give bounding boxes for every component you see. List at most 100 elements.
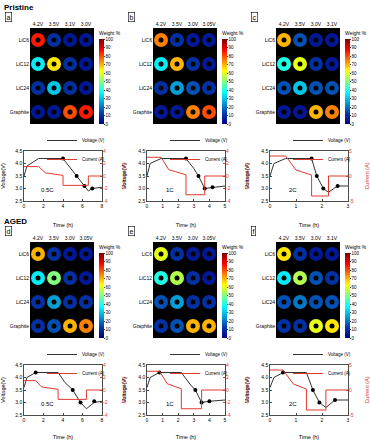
svg-text:Weight %: Weight % — [222, 30, 244, 36]
svg-text:3.0V: 3.0V — [311, 235, 322, 241]
svg-text:60: 60 — [228, 71, 234, 76]
svg-text:10: 10 — [351, 113, 357, 118]
svg-text:-5: -5 — [349, 412, 354, 418]
svg-text:LiC12: LiC12 — [139, 275, 152, 281]
svg-text:e: e — [130, 228, 134, 235]
svg-text:Time (h): Time (h) — [299, 222, 319, 228]
svg-text:0: 0 — [226, 387, 229, 393]
svg-text:3.0V: 3.0V — [311, 21, 322, 27]
svg-text:Current (A): Current (A) — [205, 157, 228, 162]
svg-text:1C: 1C — [166, 401, 174, 407]
svg-text:70: 70 — [351, 62, 357, 67]
svg-text:4.5: 4.5 — [15, 362, 22, 368]
svg-text:3.5: 3.5 — [261, 387, 268, 393]
svg-text:60: 60 — [351, 285, 357, 290]
svg-text:100: 100 — [105, 37, 113, 42]
svg-text:d: d — [7, 228, 11, 235]
svg-text:4.0: 4.0 — [261, 374, 268, 380]
svg-text:100: 100 — [228, 37, 236, 42]
svg-text:0: 0 — [349, 387, 352, 393]
svg-text:Current (A): Current (A) — [244, 162, 250, 189]
svg-text:Voltage (V): Voltage (V) — [205, 352, 228, 357]
svg-text:0: 0 — [351, 122, 354, 127]
svg-text:LiC6: LiC6 — [142, 251, 153, 257]
svg-text:LiC12: LiC12 — [262, 275, 275, 281]
svg-text:2.5: 2.5 — [138, 198, 145, 204]
svg-text:3.5V: 3.5V — [172, 21, 183, 27]
svg-text:40: 40 — [351, 302, 357, 307]
svg-text:10: 10 — [105, 113, 111, 118]
svg-text:Weight %: Weight % — [345, 244, 367, 250]
svg-text:0: 0 — [146, 203, 149, 209]
svg-text:3.0: 3.0 — [261, 399, 268, 405]
svg-text:-4: -4 — [226, 412, 231, 418]
svg-text:5: 5 — [224, 203, 227, 209]
svg-text:Voltage(V): Voltage(V) — [244, 163, 250, 189]
svg-text:-2: -2 — [103, 185, 108, 191]
svg-text:30: 30 — [351, 96, 357, 101]
svg-text:0: 0 — [269, 417, 272, 423]
svg-text:3.5V: 3.5V — [49, 21, 60, 27]
svg-text:5: 5 — [349, 148, 352, 154]
svg-text:4.0: 4.0 — [138, 160, 145, 166]
svg-text:4.0: 4.0 — [261, 160, 268, 166]
svg-text:100: 100 — [105, 251, 113, 256]
svg-text:Graphite: Graphite — [10, 323, 29, 329]
svg-text:1C: 1C — [166, 187, 174, 193]
svg-text:1: 1 — [295, 417, 298, 423]
svg-text:4.5: 4.5 — [261, 148, 268, 154]
svg-text:3.5V: 3.5V — [295, 235, 306, 241]
svg-text:2.5: 2.5 — [15, 198, 22, 204]
svg-text:80: 80 — [105, 268, 111, 273]
svg-text:50: 50 — [105, 293, 111, 298]
svg-text:80: 80 — [228, 54, 234, 59]
svg-text:0: 0 — [351, 336, 354, 341]
svg-text:90: 90 — [228, 45, 234, 50]
svg-text:3.1V: 3.1V — [65, 21, 76, 27]
svg-text:Current (A): Current (A) — [82, 157, 105, 162]
svg-text:0.5C: 0.5C — [41, 401, 54, 407]
svg-text:Pristine: Pristine — [4, 3, 34, 12]
svg-text:Current (A): Current (A) — [121, 376, 127, 403]
svg-text:Voltage(V): Voltage(V) — [121, 377, 127, 403]
svg-text:3: 3 — [192, 203, 195, 209]
svg-text:1: 1 — [161, 203, 164, 209]
svg-text:-5: -5 — [349, 198, 354, 204]
svg-text:4.2V: 4.2V — [279, 235, 290, 241]
svg-text:4: 4 — [208, 203, 211, 209]
svg-text:Time (h): Time (h) — [176, 222, 196, 228]
svg-text:4.2V: 4.2V — [33, 235, 44, 241]
svg-text:3.5V: 3.5V — [49, 235, 60, 241]
svg-text:3.0V: 3.0V — [65, 235, 76, 241]
svg-text:LiC24: LiC24 — [16, 299, 29, 305]
svg-text:4.0: 4.0 — [15, 160, 22, 166]
svg-text:50: 50 — [228, 79, 234, 84]
svg-text:70: 70 — [228, 276, 234, 281]
svg-text:3.0V: 3.0V — [81, 21, 92, 27]
svg-text:4: 4 — [208, 417, 211, 423]
svg-text:40: 40 — [228, 88, 234, 93]
svg-text:Voltage(V): Voltage(V) — [0, 377, 6, 403]
svg-text:90: 90 — [228, 259, 234, 264]
svg-text:Graphite: Graphite — [10, 109, 29, 115]
svg-text:4: 4 — [226, 362, 229, 368]
svg-text:3.0: 3.0 — [138, 399, 145, 405]
svg-text:20: 20 — [105, 319, 111, 324]
svg-text:2.5: 2.5 — [261, 412, 268, 418]
svg-text:20: 20 — [105, 105, 111, 110]
svg-text:2.5: 2.5 — [261, 198, 268, 204]
svg-text:-4: -4 — [226, 198, 231, 204]
svg-text:80: 80 — [351, 54, 357, 59]
svg-text:LiC6: LiC6 — [19, 37, 30, 43]
svg-text:60: 60 — [105, 71, 111, 76]
svg-text:Voltage(V): Voltage(V) — [121, 163, 127, 189]
svg-text:80: 80 — [228, 268, 234, 273]
svg-text:Current (A): Current (A) — [244, 376, 250, 403]
svg-text:4.0: 4.0 — [15, 374, 22, 380]
svg-text:1: 1 — [295, 203, 298, 209]
svg-text:3.5: 3.5 — [261, 173, 268, 179]
svg-text:70: 70 — [228, 62, 234, 67]
svg-text:-4: -4 — [103, 198, 108, 204]
svg-text:2C: 2C — [289, 187, 297, 193]
svg-text:0: 0 — [269, 203, 272, 209]
